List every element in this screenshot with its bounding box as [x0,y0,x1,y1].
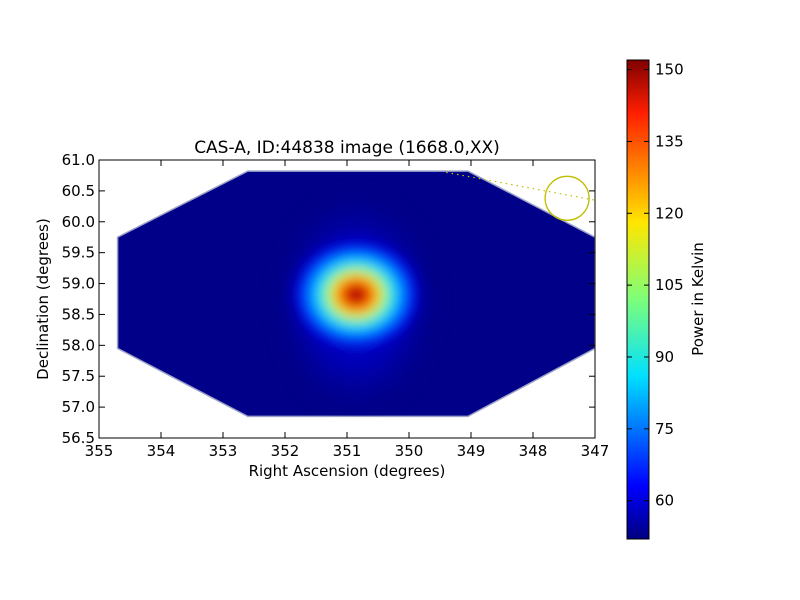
y-tick-label: 58.5 [62,305,95,323]
x-tick-label: 351 [333,442,362,460]
y-tick-label: 59.5 [62,244,95,262]
chart-title: CAS-A, ID:44838 image (1668.0,XX) [194,138,500,158]
colorbar-tick-label: 150 [655,61,684,79]
colorbar-tick-label: 105 [655,276,684,294]
x-tick-label: 352 [271,442,300,460]
x-tick-label: 355 [85,442,114,460]
y-tick-label: 59.0 [62,275,95,293]
colorbar-tick-label: 120 [655,204,684,222]
y-axis-label: Declination (degrees) [34,218,52,380]
colorbar-label: Power in Kelvin [689,242,707,356]
source-blob [286,234,427,355]
y-tick-label: 61.0 [62,151,95,169]
colorbar-ticks: 60 75 90 105 120 135 150 [627,61,684,510]
x-tick-label: 354 [147,442,176,460]
plot-area [116,170,595,418]
colorbar-tick-label: 135 [655,132,684,150]
y-axis: 56.5 57.0 57.5 58.0 58.5 59.0 59.5 60.0 60.5 61.0 [62,151,595,447]
x-axis-label: Right Ascension (degrees) [249,462,446,480]
y-tick-label: 60.0 [62,213,95,231]
x-axis: 355 354 353 352 351 350 349 348 347 [85,160,610,460]
colorbar: 60 75 90 105 120 135 150 Power in Kelvin [626,59,707,540]
x-tick-label: 348 [519,442,548,460]
x-tick-label: 350 [395,442,424,460]
x-tick-label: 347 [581,442,610,460]
x-tick-label: 353 [209,442,238,460]
x-tick-label: 349 [457,442,486,460]
y-tick-label: 58.0 [62,336,95,354]
colorbar-tick-label: 75 [655,420,674,438]
y-tick-label: 60.5 [62,182,95,200]
y-tick-label: 57.5 [62,367,95,385]
beam-marker [544,175,590,221]
y-tick-label: 56.5 [62,429,95,447]
y-tick-label: 57.0 [62,398,95,416]
colorbar-tick-label: 90 [655,348,674,366]
colorbar-gradient [626,59,650,540]
colorbar-tick-label: 60 [655,492,674,510]
